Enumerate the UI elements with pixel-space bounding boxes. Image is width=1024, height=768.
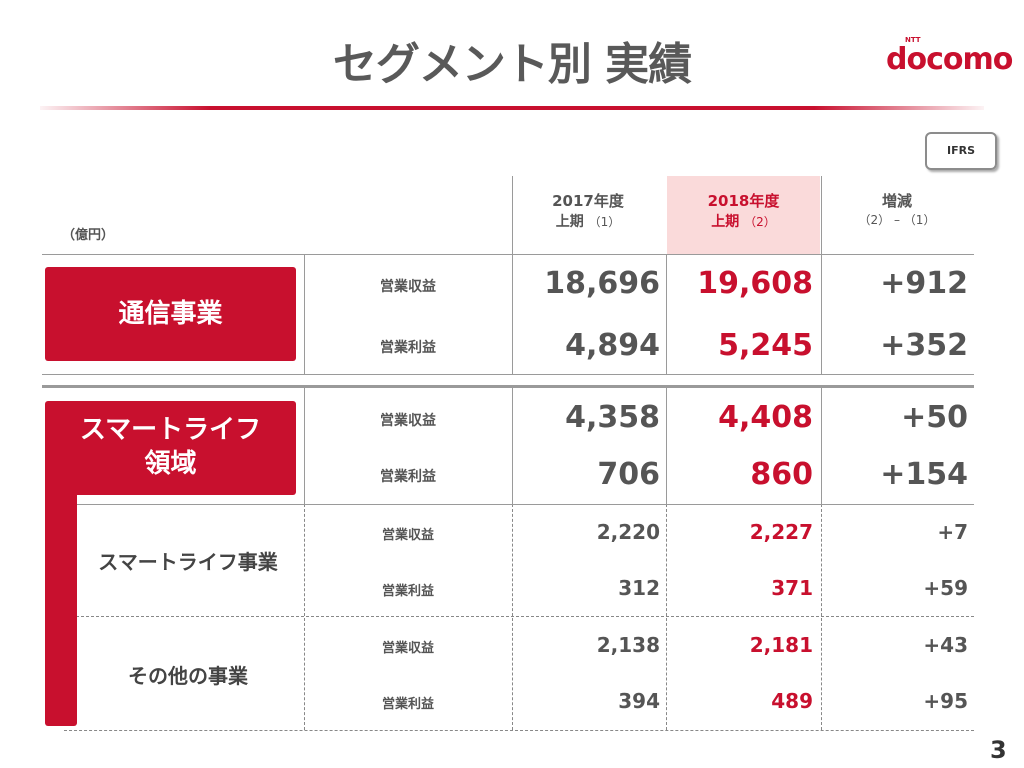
smartlife-business-revenue-fy2017: 2,220 xyxy=(596,520,660,544)
segment-other-business-name: その他の事業 xyxy=(128,664,248,688)
other-business-revenue-fy2017: 2,138 xyxy=(596,633,660,657)
telecom-revenue-fy2018: 19,608 xyxy=(697,266,813,301)
grid-line xyxy=(821,504,822,730)
grid-line xyxy=(666,254,667,374)
grid-line xyxy=(666,504,667,730)
grid-line xyxy=(821,388,822,504)
fy2017-index: （1） xyxy=(588,215,621,229)
segment-telecom-name: 通信事業 xyxy=(118,299,223,329)
fy2018-half: 上期 xyxy=(711,214,740,230)
row-label-profit: 営業利益 xyxy=(381,697,434,712)
page-number: 3 xyxy=(990,736,1007,764)
segment-smartlife-domain-name-line1: スマートライフ xyxy=(79,415,262,445)
smartlife-business-profit-diff: +59 xyxy=(923,576,968,600)
row-label-revenue: 営業収益 xyxy=(381,528,434,543)
row-divider xyxy=(42,254,974,255)
segment-bracket-bar xyxy=(45,490,77,726)
smartlife-business-revenue-fy2018: 2,227 xyxy=(749,520,813,544)
row-label-revenue: 営業収益 xyxy=(380,413,436,429)
other-business-revenue-diff: +43 xyxy=(923,633,968,657)
smartlife-business-revenue-diff: +7 xyxy=(937,520,968,544)
smartlife-domain-revenue-fy2018: 4,408 xyxy=(718,400,813,435)
segment-smartlife-domain-name-line2: 領域 xyxy=(144,449,197,479)
segment-telecom-label: 通信事業 xyxy=(45,267,296,361)
grid-line xyxy=(512,254,513,374)
smartlife-business-profit-fy2018: 371 xyxy=(771,576,813,600)
segment-smartlife-domain-label: スマートライフ 領域 xyxy=(45,401,296,495)
grid-line xyxy=(512,176,513,254)
docomo-logo: docomo xyxy=(886,42,1013,77)
smartlife-domain-revenue-diff: +50 xyxy=(901,400,968,435)
telecom-profit-diff: +352 xyxy=(880,328,968,363)
ntt-mark: NTT xyxy=(905,36,921,44)
other-business-profit-fy2018: 489 xyxy=(771,689,813,713)
ifrs-badge: IFRS xyxy=(925,132,997,170)
diff-title: 増減 xyxy=(881,192,912,210)
telecom-revenue-diff: +912 xyxy=(880,266,968,301)
title-divider xyxy=(40,106,984,110)
grid-line xyxy=(304,254,305,374)
grid-line xyxy=(512,388,513,504)
row-divider xyxy=(76,504,974,505)
row-label-profit: 営業利益 xyxy=(380,469,436,485)
other-business-profit-diff: +95 xyxy=(923,689,968,713)
column-header-diff: 増減 （2） – （1） xyxy=(822,190,972,228)
column-header-fy2018: 2018年度 上期 （2） xyxy=(667,190,820,231)
fy2017-year: 2017年度 xyxy=(552,192,624,210)
diff-formula: （2） – （1） xyxy=(858,213,936,227)
row-divider xyxy=(64,730,974,731)
fy2018-year: 2018年度 xyxy=(707,192,780,210)
grid-line xyxy=(821,254,822,374)
segment-smartlife-business-name: スマートライフ事業 xyxy=(98,550,278,574)
grid-line xyxy=(666,388,667,504)
smartlife-domain-profit-fy2018: 860 xyxy=(750,457,813,492)
smartlife-domain-profit-fy2017: 706 xyxy=(597,457,660,492)
grid-line xyxy=(821,176,822,254)
column-header-fy2017: 2017年度 上期 （1） xyxy=(512,190,664,231)
fy2017-half: 上期 xyxy=(555,214,584,230)
grid-line xyxy=(304,388,305,504)
row-label-revenue: 営業収益 xyxy=(380,279,436,295)
row-label-profit: 営業利益 xyxy=(380,340,436,356)
row-divider xyxy=(42,374,974,375)
other-business-profit-fy2017: 394 xyxy=(618,689,660,713)
fy2018-header-highlight xyxy=(667,176,820,254)
smartlife-business-profit-fy2017: 312 xyxy=(618,576,660,600)
fy2018-index: （2） xyxy=(744,215,776,229)
grid-line xyxy=(512,504,513,730)
page-title: セグメント別 実績 xyxy=(332,39,692,90)
telecom-revenue-fy2017: 18,696 xyxy=(544,266,660,301)
unit-label: （億円） xyxy=(62,228,115,243)
row-divider xyxy=(76,616,974,617)
section-divider xyxy=(42,385,974,388)
smartlife-domain-profit-diff: +154 xyxy=(880,457,968,492)
telecom-profit-fy2018: 5,245 xyxy=(718,328,813,363)
smartlife-domain-revenue-fy2017: 4,358 xyxy=(565,400,660,435)
row-label-profit: 営業利益 xyxy=(381,584,434,599)
other-business-revenue-fy2018: 2,181 xyxy=(749,633,813,657)
row-label-revenue: 営業収益 xyxy=(381,641,434,656)
telecom-profit-fy2017: 4,894 xyxy=(565,328,660,363)
grid-line xyxy=(304,504,305,730)
